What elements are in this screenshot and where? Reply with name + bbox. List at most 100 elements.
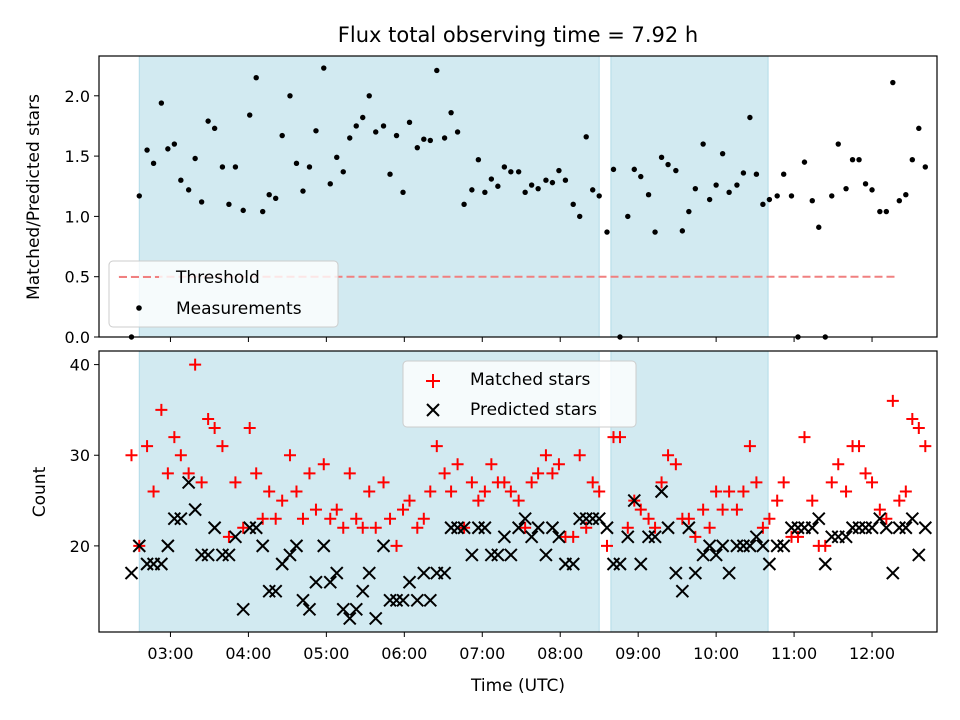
measurement-point [583,134,589,140]
matched-star-point [451,458,464,471]
predicted-star-point [743,539,757,553]
predicted-star-point [776,539,791,553]
matched-star-point [485,458,498,471]
predicted-star-point [573,511,587,526]
measurement-point [287,93,293,99]
matched-star-point [777,476,790,489]
predicted-star-point [491,548,505,562]
matched-star-point [519,521,532,534]
matched-star-point [465,476,478,489]
predicted-star-point [423,593,438,607]
predicted-star-point [356,584,370,598]
predicted-star-point [181,475,196,490]
predicted-star-point [682,521,696,535]
predicted-star-point [330,566,344,580]
x-axis-label: Time (UTC) [470,676,565,696]
measurement-point [198,199,205,205]
predicted-star-point [349,602,363,617]
predicted-star-point [140,557,154,571]
matched-star-point [600,539,613,552]
x-tick-label: 05:00 [303,644,349,663]
matched-star-point [377,476,390,489]
predicted-star-point [918,521,933,535]
matched-star-point [330,503,343,516]
predicted-star-point [606,557,621,571]
bottom-legend: Matched stars Predicted stars [402,360,637,428]
measurement-point [144,147,150,153]
matched-star-point [525,476,538,489]
measurement-point [843,185,849,192]
matched-star-point [763,512,776,525]
measurement-point [556,167,562,174]
top-panel: 0.00.51.01.52.0 Matched/Predicted stars … [24,55,938,347]
matched-star-point [343,467,356,480]
legend-predicted-swatch [426,403,440,417]
predicted-star-point [417,566,431,580]
measurement-point [625,213,631,220]
matched-star-point [216,440,229,453]
predicted-star-point [784,521,799,535]
measurement-point [434,67,440,74]
matched-star-point [655,476,668,489]
y-tick-label: 0.0 [65,328,90,347]
measurement-point [508,169,514,175]
matched-star-point [552,458,565,471]
matched-star-point [202,412,215,425]
measurement-point [909,157,916,163]
predicted-star-point [770,539,784,553]
measurement-point [387,171,393,177]
predicted-star-point [873,511,887,526]
measurement-point [226,201,232,208]
measurement-point [862,181,869,187]
predicted-star-point [627,493,641,508]
measurement-point [916,125,922,132]
predicted-star-point [471,521,486,535]
matched-star-point [756,521,769,534]
measurement-point [158,100,165,106]
measurement-point [816,224,822,230]
legend-predicted-label: Predicted stars [470,400,597,420]
measurement-point [448,109,454,116]
matched-star-point [317,458,330,471]
matched-star-point [411,521,424,534]
measurement-point [321,65,327,71]
shaded-interval [610,55,769,338]
measurement-point [522,189,528,195]
predicted-star-point [389,593,404,607]
legend-matched-swatch [426,374,440,388]
matched-star-point [906,412,919,425]
predicted-star-point [383,593,397,607]
matched-stars-points [125,358,932,552]
predicted-star-point [791,521,805,535]
predicted-star-point [539,548,553,562]
matched-star-point [539,449,552,462]
matched-star-point [512,494,525,507]
y-tick-label: 30 [70,446,90,465]
predicted-star-point [621,530,635,544]
measurement-point [610,166,617,173]
matched-star-point [730,503,743,516]
measurement-point [247,112,253,118]
matched-star-point [445,485,458,498]
predicted-star-point [201,548,215,562]
matched-star-point [290,485,303,498]
matched-star-point [237,521,250,534]
measurement-point [495,183,501,189]
measurement-point [393,132,400,139]
predicted-star-point [323,575,337,589]
measurement-point [340,169,346,175]
bottom-y-ticks: 20 30 40 [70,356,99,556]
measurement-point [469,187,475,193]
matched-star-point [613,431,626,444]
matched-star-point [697,503,710,516]
matched-star-point [125,449,138,462]
matched-star-point [912,422,925,435]
predicted-star-point [309,575,323,589]
x-tick-label: 08:00 [537,644,583,663]
predicted-star-point [730,539,744,553]
measurement-point [679,228,686,234]
matched-star-point [546,467,559,480]
matched-star-point [806,494,819,507]
matched-star-point [573,449,586,462]
